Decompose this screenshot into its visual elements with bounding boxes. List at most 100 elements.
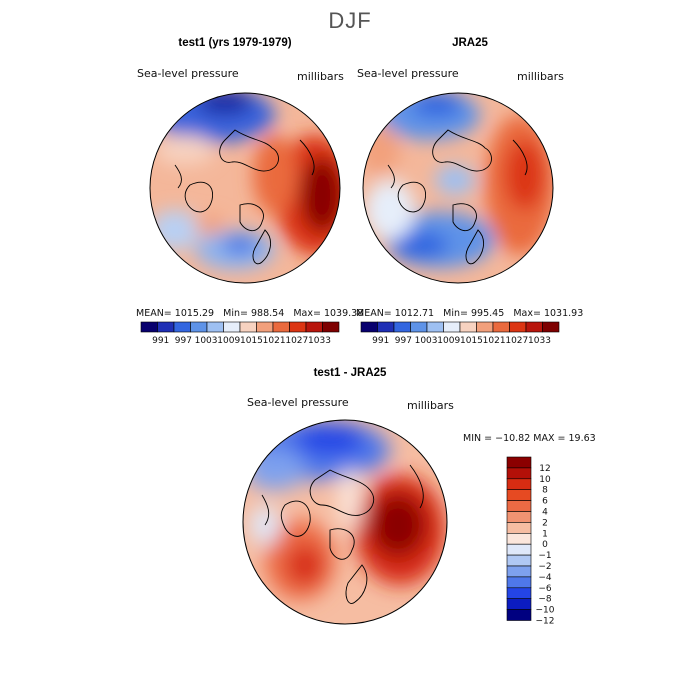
colorbar-tick-label: 991 <box>152 336 169 346</box>
coastline <box>309 469 374 516</box>
colorbar-tick-label: 1027 <box>505 336 528 346</box>
variable-label-test1: Sea-level pressure <box>137 67 239 80</box>
colorbar-swatch <box>506 543 532 556</box>
map-border <box>149 92 341 284</box>
colorbar-tick-label: 2 <box>542 518 548 528</box>
colorbar-swatch <box>305 321 323 333</box>
coastline <box>261 494 270 526</box>
high-pressure-siberia <box>275 135 340 255</box>
panel-title-diff: test1 - JRA25 <box>313 367 387 379</box>
max-value: 1031.93 <box>543 308 584 319</box>
neutral-region <box>155 135 215 165</box>
colorbar-swatch <box>190 321 208 333</box>
neutral-region <box>250 505 280 545</box>
colorbar-swatch <box>506 587 532 599</box>
colorbar-swatch <box>506 489 532 501</box>
arctic-low <box>435 165 475 195</box>
units-label-jra25: millibars <box>517 70 564 83</box>
min-label: Min= <box>223 308 248 319</box>
colorbar-tick-label: 1003 <box>195 336 218 346</box>
coastline <box>184 181 213 213</box>
coastline <box>465 229 485 265</box>
negative-anomaly-core <box>295 425 365 455</box>
low-pressure-core <box>197 93 253 116</box>
colorbar-swatch <box>506 565 532 578</box>
colorbar-swatch <box>157 321 175 333</box>
low-pressure-lobe <box>150 210 200 250</box>
colorbar-swatch <box>506 456 532 469</box>
colorbar-swatch <box>542 321 560 333</box>
colorbar-tick-label: 997 <box>175 336 192 346</box>
colorbar-swatch <box>506 576 532 589</box>
coastline <box>299 139 315 176</box>
mean-value: 1012.71 <box>394 308 435 319</box>
map-background <box>243 420 447 624</box>
low-pressure-icelandic-core <box>392 231 448 259</box>
colorbar-swatch <box>506 478 532 490</box>
colorbar-tick-label: −8 <box>538 595 552 605</box>
colorbar-tick-label: 997 <box>395 336 412 346</box>
mean-value: 1015.29 <box>174 308 215 319</box>
low-pressure-core <box>412 93 462 117</box>
colorbar-swatch <box>506 554 532 567</box>
colorbar-tick-label: 1033 <box>528 336 551 346</box>
colorbar-swatch <box>525 321 543 333</box>
colorbar-tick-label: −4 <box>538 573 552 583</box>
panel-title-jra25: JRA25 <box>452 37 488 49</box>
coastline <box>252 229 272 265</box>
colorbar-tick-label: 1015 <box>460 336 483 346</box>
mean-label: MEAN= <box>356 308 392 319</box>
coastlines <box>174 129 315 265</box>
low-pressure-icelandic <box>195 230 275 270</box>
low-pressure-aleutian <box>380 93 480 140</box>
neutral-band <box>338 470 362 530</box>
season-title: DJF <box>328 8 372 33</box>
colorbar-swatch <box>506 467 532 480</box>
colorbar-swatch <box>140 321 158 333</box>
coastline <box>452 203 477 232</box>
stats-diff: MIN = −10.82 MAX = 19.63 <box>463 433 596 444</box>
coastline <box>219 129 279 172</box>
stats-test1: MEAN= 1015.29 Min= 988.54 Max= 1039.38 <box>136 308 363 319</box>
coastline <box>329 528 355 560</box>
low-pressure-aleutian <box>155 93 275 143</box>
max-value: 1039.38 <box>323 308 364 319</box>
pacific-high <box>363 125 400 175</box>
units-label-diff: millibars <box>407 399 454 412</box>
colorbar-swatch <box>377 321 395 333</box>
colorbar-tick-label: 0 <box>542 540 548 550</box>
colorbar-swatch <box>459 321 477 333</box>
coastline <box>387 164 395 189</box>
coastline <box>432 129 492 172</box>
colorbar-tick-label: −10 <box>536 606 555 616</box>
negative-anomaly-north <box>250 420 390 480</box>
positive-anomaly-core <box>370 493 426 557</box>
colorbar-tick-label: 4 <box>542 508 548 518</box>
max-label: Max= <box>513 308 541 319</box>
colorbar-swatch <box>272 321 290 333</box>
colorbar-swatch <box>426 321 444 333</box>
high-pressure-siberia <box>485 115 553 255</box>
neutral-region <box>365 180 415 240</box>
colorbar-tick-label: 10 <box>539 475 551 485</box>
colorbar-swatch <box>410 321 428 333</box>
colorbar-tick-label: 991 <box>372 336 389 346</box>
colorbar-swatch <box>509 321 527 333</box>
colorbar-tick-label: 1015 <box>240 336 263 346</box>
map-border <box>362 92 554 284</box>
map-background <box>363 93 553 283</box>
coastline <box>397 181 426 213</box>
colorbar-swatch <box>506 598 532 610</box>
min-value: 995.45 <box>471 308 505 319</box>
colorbar-swatch <box>173 321 191 333</box>
colorbar-tick-label: 6 <box>542 497 548 507</box>
colorbar-swatch <box>289 321 307 333</box>
positive-anomaly-atlantic <box>265 520 335 600</box>
min-value: 988.54 <box>251 308 285 319</box>
